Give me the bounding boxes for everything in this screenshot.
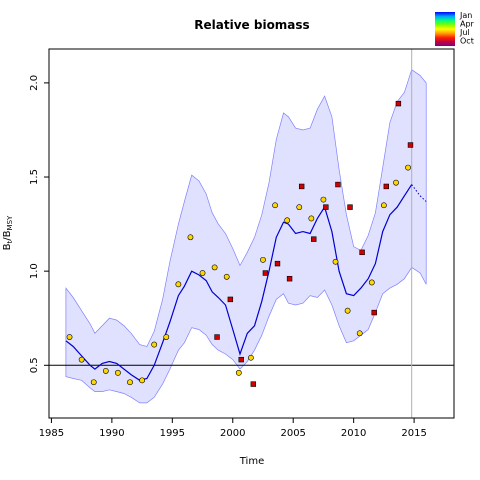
observation-circle-25 — [368, 279, 375, 286]
x-tick-label-2000: 2000 — [220, 428, 245, 439]
x-tick-label-1985: 1985 — [39, 428, 64, 439]
observation-square-39 — [335, 181, 341, 188]
observation-square-32 — [250, 381, 257, 387]
observation-square-33 — [262, 270, 269, 276]
chart-title: Relative biomass — [194, 18, 309, 32]
observation-circle-23 — [344, 307, 351, 314]
legend-label-oct: Oct — [460, 37, 474, 46]
median-biomass-line — [65, 184, 413, 381]
observation-square-42 — [371, 309, 377, 316]
forecast-line — [411, 184, 427, 202]
observation-circle-10 — [187, 234, 194, 241]
x-tick-label-2015: 2015 — [401, 428, 426, 439]
observation-circle-15 — [247, 354, 254, 361]
observation-square-40 — [347, 204, 353, 210]
observation-circle-13 — [223, 273, 230, 280]
observation-circle-18 — [284, 217, 291, 224]
x-axis-label: Time — [239, 456, 264, 467]
observation-circle-9 — [175, 281, 182, 288]
observation-circle-0 — [66, 334, 73, 340]
confidence-band — [65, 69, 427, 404]
x-tick-label-2010: 2010 — [341, 428, 366, 439]
x-axis: 1985 1990 1995 2000 2005 2010 2015 — [39, 418, 427, 439]
y-tick-label-0: 0.5 — [29, 357, 40, 373]
legend-label-jul: Jul — [459, 28, 470, 37]
observation-circle-28 — [405, 164, 411, 171]
observation-square-45 — [407, 142, 414, 148]
observation-square-41 — [359, 249, 365, 256]
observation-circle-7 — [151, 341, 158, 348]
observation-circle-19 — [296, 204, 303, 211]
observation-circle-5 — [127, 379, 133, 386]
observation-square-35 — [286, 275, 293, 282]
month-color-gradient — [435, 12, 455, 46]
observation-square-43 — [383, 183, 389, 190]
x-tick-label-1995: 1995 — [160, 428, 185, 439]
observation-circle-20 — [308, 215, 315, 222]
y-axis-label: Bt/BMSY — [2, 215, 14, 250]
observation-square-30 — [227, 296, 234, 303]
observation-square-34 — [274, 260, 281, 267]
observation-circle-12 — [211, 264, 218, 271]
observation-circle-24 — [356, 330, 363, 337]
observation-circle-22 — [332, 258, 339, 265]
y-axis: 0.5 1.0 1.5 2.0 — [29, 75, 49, 373]
y-tick-label-3: 2.0 — [29, 75, 40, 91]
legend-label-jan: Jan — [459, 11, 472, 20]
legend-label-apr: Apr — [460, 20, 475, 29]
observation-square-29 — [214, 334, 220, 340]
observations — [66, 100, 414, 387]
observation-circle-1 — [78, 356, 85, 363]
observation-circle-26 — [380, 202, 387, 209]
y-tick-label-2: 1.5 — [29, 169, 40, 185]
plot-area — [49, 49, 454, 418]
observation-circle-16 — [260, 256, 266, 263]
observation-square-44 — [395, 100, 402, 107]
observation-circle-17 — [272, 202, 278, 209]
y-tick-label-1: 1.0 — [29, 263, 40, 279]
observation-circle-4 — [115, 369, 121, 376]
observation-square-36 — [298, 183, 305, 190]
observation-circle-8 — [163, 334, 170, 340]
observation-circle-14 — [235, 369, 242, 376]
observation-circle-2 — [90, 379, 97, 386]
observation-square-37 — [311, 236, 317, 242]
observation-circle-11 — [199, 270, 206, 276]
plot-frame — [48, 48, 455, 419]
observation-square-31 — [238, 356, 244, 363]
observation-circle-3 — [102, 368, 109, 374]
observation-square-38 — [323, 204, 329, 210]
observation-circle-27 — [393, 179, 399, 186]
x-tick-label-1990: 1990 — [99, 428, 124, 439]
x-tick-label-2005: 2005 — [280, 428, 305, 439]
observation-circle-6 — [139, 377, 145, 384]
observation-circle-21 — [320, 196, 327, 203]
